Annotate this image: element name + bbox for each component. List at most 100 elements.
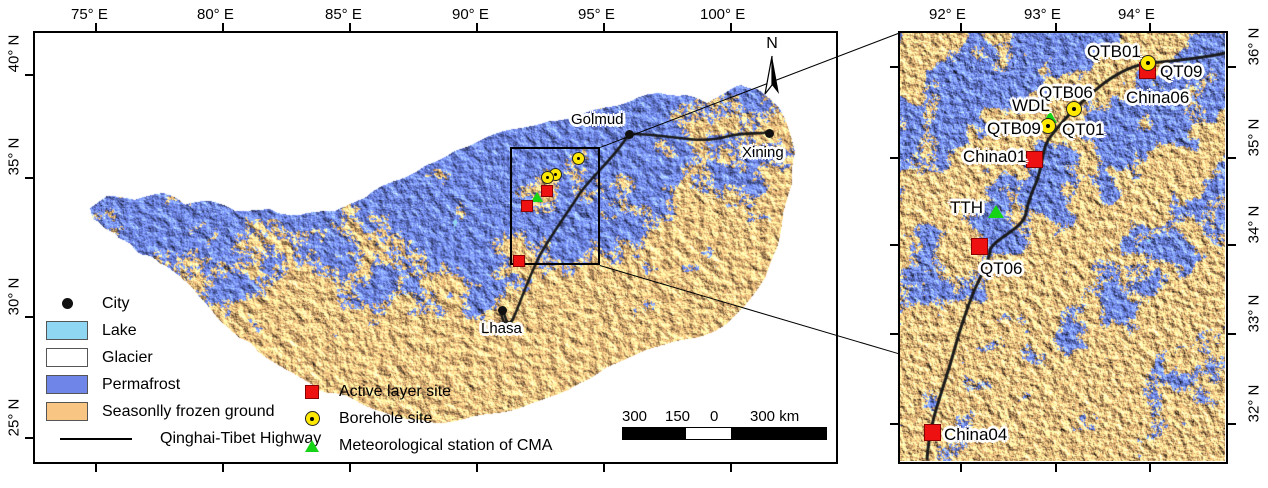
legend-label: Borehole site [339,409,433,427]
axis-tick [730,464,732,472]
city-marker-lhasa[interactable] [498,306,507,315]
scale-bar: 300 150 0 300 km [622,408,827,440]
legend-item-lake: Lake [46,317,321,344]
main-y-tick-label: 25° N [5,398,23,437]
yellow-circle-icon [295,411,329,426]
legend-label: Permafrost [102,375,181,393]
active-layer-site-marker[interactable] [541,185,553,197]
city-marker-xining[interactable] [765,129,774,138]
scale-label: 150 [665,408,691,425]
active-layer-site-marker-china04[interactable] [924,424,941,441]
city-marker-golmud[interactable] [625,130,634,139]
legend-label: City [102,294,130,312]
axis-tick [1228,333,1236,335]
permafrost-swatch-icon [46,375,88,394]
inset-map[interactable] [898,31,1228,464]
axis-tick [960,464,962,472]
borehole-site-marker-qtb06[interactable] [1066,101,1082,117]
site-label-qtb01: QTB01 [1087,42,1141,61]
borehole-site-marker[interactable] [541,171,554,184]
inset-x-tick-label: 92° E [929,6,966,23]
met-station-marker-tth[interactable] [988,205,1004,218]
met-station-marker[interactable] [531,192,543,202]
active-layer-site-marker[interactable] [513,255,525,267]
site-label-qt01: QT01 [1062,120,1105,139]
legend-label: Meteorological station of CMA [339,436,553,454]
legend-item-active-layer: Active layer site [295,378,552,405]
legend-label: Lake [102,321,137,339]
main-x-tick-label: 80° E [197,6,234,23]
site-label-tth: TTH [950,198,984,217]
scale-bar-graphic [622,427,827,440]
legend-label: Active layer site [339,382,452,400]
axis-tick [890,66,898,68]
borehole-site-marker-qtb01[interactable] [1140,55,1156,71]
borehole-site-marker-qtb09[interactable] [1040,118,1056,134]
legend-item-highway: Qinghai-Tibet Highway [46,425,321,452]
borehole-site-marker[interactable] [572,152,585,165]
axis-tick [476,464,478,472]
inset-x-tick-label: 94° E [1118,6,1155,23]
highway-line-icon [46,437,146,440]
lake-swatch-icon [46,321,88,340]
legend-label: Glacier [102,348,153,366]
axis-tick [1228,66,1236,68]
active-layer-site-marker[interactable] [521,200,533,212]
axis-tick [890,423,898,425]
axis-tick [349,23,351,31]
axis-tick [222,464,224,472]
axis-tick [25,177,33,179]
legend-sites: Active layer site Borehole site Meteorol… [295,378,552,459]
inset-map-terrain [900,33,1225,461]
seasonally-frozen-swatch-icon [46,402,88,421]
axis-tick [95,23,97,31]
axis-tick [890,244,898,246]
north-arrow: N [755,36,789,96]
inset-y-tick-label: 32° N [1245,384,1263,423]
inset-extent-box [510,147,600,265]
site-label-china06: China06 [1126,88,1190,107]
main-x-tick-label: 100° E [700,6,746,23]
legend-item-permafrost: Permafrost [46,371,321,398]
site-label-china01: China01 [963,147,1027,166]
legend-item-borehole: Borehole site [295,405,552,432]
main-map[interactable] [33,31,838,464]
site-label-wdl: WDL [1012,96,1050,115]
main-x-tick-label: 95° E [578,6,615,23]
axis-tick [1055,23,1057,31]
axis-tick [603,23,605,31]
glacier-swatch-icon [46,348,88,367]
main-y-tick-label: 40° N [5,34,23,73]
axis-tick [960,23,962,31]
inset-x-tick-label: 93° E [1024,6,1061,23]
active-layer-site-marker-china01[interactable] [1026,151,1043,168]
axis-tick [349,464,351,472]
inset-y-tick-label: 34° N [1245,205,1263,244]
inset-y-tick-label: 33° N [1245,294,1263,333]
site-label-qt09: QT09 [1160,62,1203,81]
legend-item-met-station: Meteorological station of CMA [295,432,552,459]
site-label-qtb06: QTB06 [1039,83,1093,102]
inset-y-tick-label: 35° N [1245,118,1263,157]
main-y-tick-label: 30° N [5,277,23,316]
axis-tick [603,464,605,472]
main-x-tick-label: 75° E [71,6,108,23]
axis-tick [730,23,732,31]
main-x-tick-label: 90° E [452,6,489,23]
inset-y-tick-label: 36° N [1245,27,1263,66]
axis-tick [25,74,33,76]
legend-item-city: City [46,290,321,317]
axis-tick [1228,244,1236,246]
axis-tick [222,23,224,31]
active-layer-site-marker-qt06[interactable] [971,238,988,255]
site-label-qt06: QT06 [980,259,1023,278]
scale-label: 0 [710,408,719,425]
city-label-golmud: Golmud [571,111,624,128]
legend-item-glacier: Glacier [46,344,321,371]
legend: City Lake Glacier Permafrost Seasonlly f… [46,290,321,452]
site-label-qtb09: QTB09 [987,119,1041,138]
red-square-icon [295,384,329,399]
axis-tick [1055,464,1057,472]
axis-tick [25,437,33,439]
